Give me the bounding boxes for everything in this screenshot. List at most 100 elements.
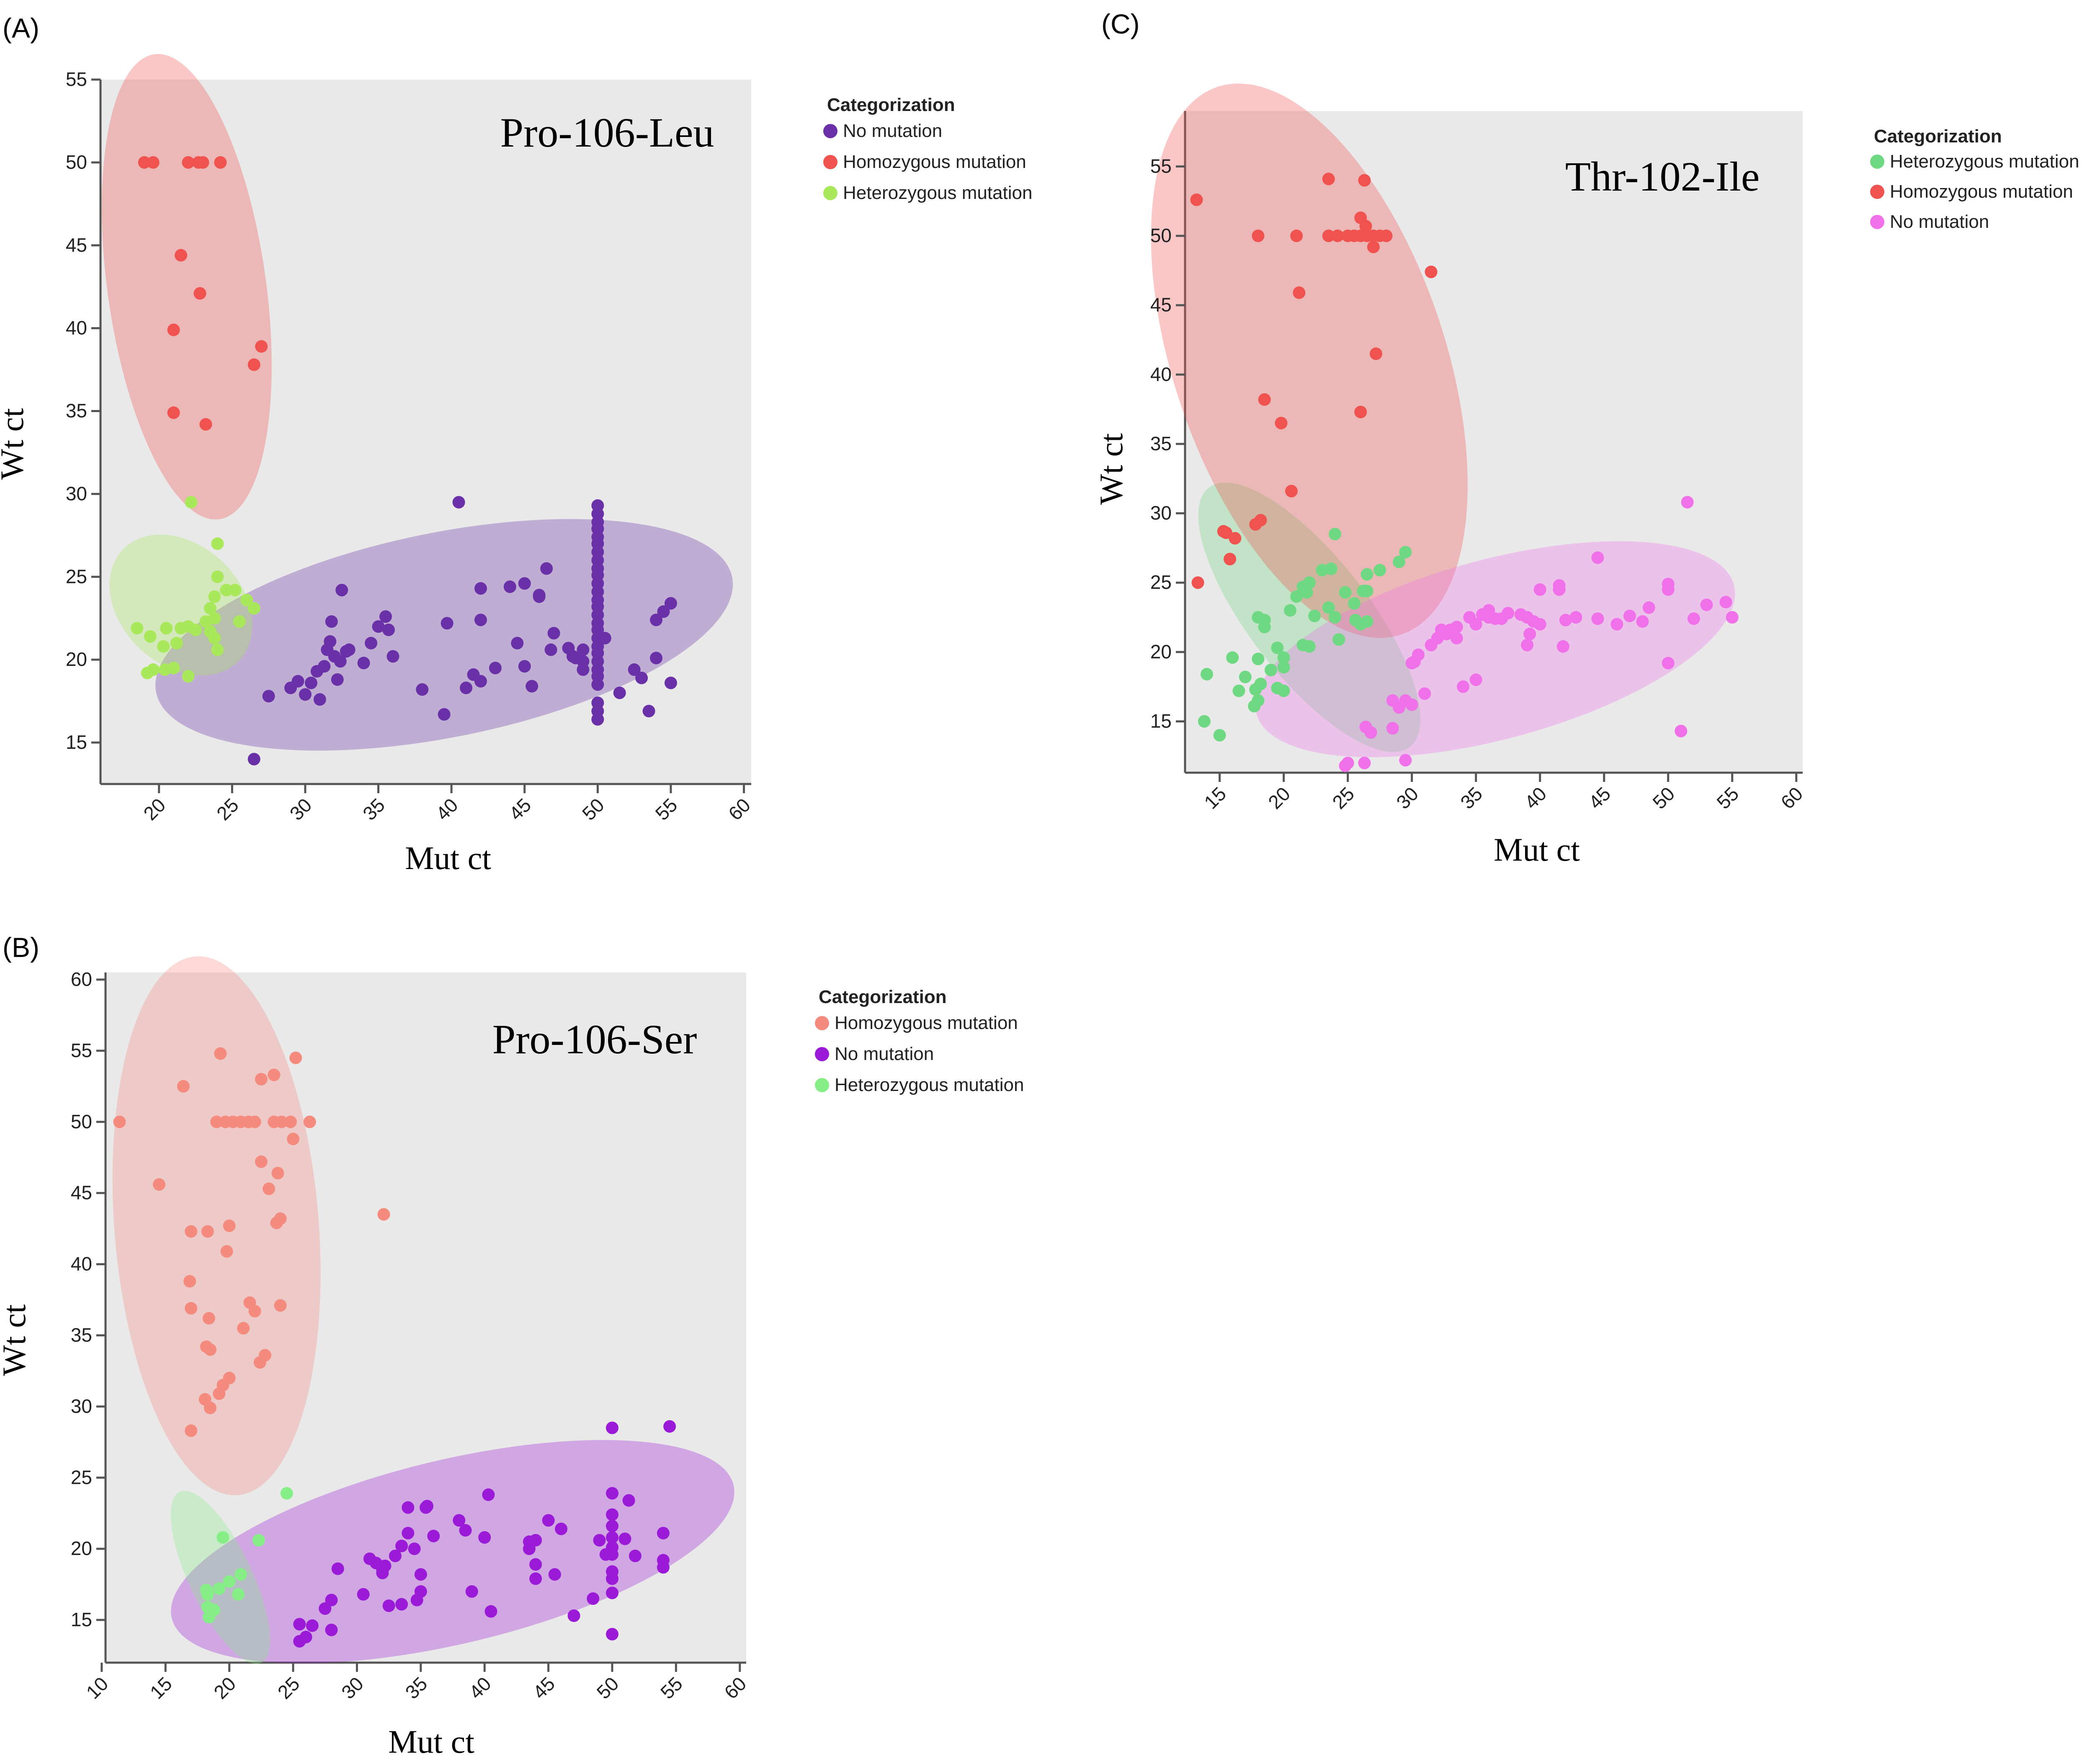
data-point — [526, 680, 539, 693]
data-point — [598, 632, 611, 645]
data-point — [1252, 230, 1265, 242]
legend-marker — [815, 1078, 829, 1092]
x-axis-title: Mut ct — [405, 840, 491, 876]
data-point — [1610, 618, 1623, 631]
data-point — [1399, 546, 1412, 559]
data-point — [657, 605, 670, 618]
legend: Categorization Homozygous mutation No muta… — [815, 987, 1024, 1095]
y-tick-label: 25 — [1150, 571, 1172, 593]
data-point — [204, 1401, 216, 1414]
data-point — [1399, 754, 1412, 767]
data-point — [1354, 618, 1367, 631]
data-point — [1675, 725, 1688, 738]
data-point — [453, 1514, 466, 1527]
data-point — [606, 1628, 618, 1641]
data-point — [618, 1532, 631, 1545]
y-axis-title: Wt ct — [0, 1304, 32, 1376]
data-point — [503, 580, 516, 593]
data-point — [357, 657, 370, 670]
data-point — [220, 1245, 233, 1258]
data-point — [289, 1051, 302, 1064]
data-point — [291, 675, 304, 688]
data-point — [593, 1534, 606, 1547]
data-point — [438, 708, 451, 721]
x-tick-label: 45 — [1584, 783, 1615, 813]
legend-marker — [1870, 185, 1884, 199]
x-tick-label: 30 — [286, 794, 316, 825]
data-point — [325, 615, 338, 628]
y-tick-label: 40 — [1150, 363, 1172, 385]
data-point — [113, 1115, 126, 1128]
y-tick-label: 20 — [1150, 641, 1172, 663]
series-no-mutation — [293, 1420, 676, 1648]
data-point — [389, 1550, 402, 1563]
legend-marker — [1870, 215, 1884, 229]
data-point — [555, 1522, 568, 1535]
data-point — [335, 583, 348, 596]
y-tick-label: 30 — [66, 482, 87, 504]
data-point — [1556, 640, 1569, 653]
data-point — [1271, 641, 1284, 654]
legend-marker — [815, 1047, 829, 1061]
y-tick-label: 40 — [71, 1253, 92, 1275]
ellipse-no-mutation — [171, 1440, 734, 1663]
data-point — [365, 637, 378, 650]
data-point — [247, 602, 260, 615]
data-point — [1662, 583, 1675, 596]
data-point — [1380, 230, 1393, 242]
data-point — [1316, 564, 1329, 577]
data-point — [275, 1115, 288, 1128]
data-point — [1258, 621, 1271, 634]
data-point — [622, 1494, 635, 1507]
panel-label: (C) — [1101, 8, 1140, 39]
y-tick-label: 20 — [71, 1537, 92, 1559]
data-point — [1332, 633, 1345, 646]
x-tick-label: 30 — [1392, 783, 1422, 813]
data-point — [1303, 640, 1316, 653]
data-point — [262, 690, 275, 703]
data-point — [1553, 579, 1566, 592]
data-point — [1533, 618, 1546, 631]
data-point — [1275, 417, 1288, 430]
data-point — [460, 681, 473, 694]
data-point — [211, 537, 224, 550]
data-point — [1322, 601, 1335, 614]
data-point — [253, 1356, 266, 1369]
data-point — [144, 630, 157, 643]
data-point — [1408, 655, 1421, 668]
y-tick-label: 15 — [1150, 710, 1172, 732]
data-point — [606, 1586, 618, 1599]
data-point — [1329, 528, 1342, 541]
legend-entry: No mutation — [843, 121, 942, 141]
data-point — [274, 1299, 287, 1312]
y-tick-label: 55 — [71, 1039, 92, 1061]
data-point — [1361, 585, 1373, 598]
data-point — [377, 1208, 390, 1221]
data-point — [211, 643, 224, 656]
data-point — [1533, 583, 1546, 596]
data-point — [153, 1178, 166, 1191]
data-point — [237, 1322, 250, 1335]
data-point — [511, 637, 524, 650]
legend-marker — [823, 186, 837, 200]
data-point — [160, 622, 173, 634]
data-point — [540, 562, 553, 575]
y-tick-label: 60 — [71, 968, 92, 990]
series-no-mutation — [247, 496, 677, 766]
data-point — [170, 637, 183, 650]
data-point — [284, 1115, 297, 1128]
data-point — [234, 1568, 247, 1581]
legend: Categorization Heterozygous mutation Homoz… — [1870, 126, 2079, 232]
data-point — [1425, 266, 1438, 279]
data-point — [474, 675, 487, 688]
data-point — [202, 1312, 215, 1325]
data-point — [628, 663, 641, 676]
data-point — [518, 577, 531, 590]
data-point — [372, 620, 385, 633]
legend-entry: No mutation — [1890, 211, 1989, 232]
data-point — [567, 1609, 580, 1622]
data-point — [1277, 651, 1290, 664]
series-homozygous-mutation — [138, 156, 268, 431]
data-point — [599, 1548, 612, 1561]
